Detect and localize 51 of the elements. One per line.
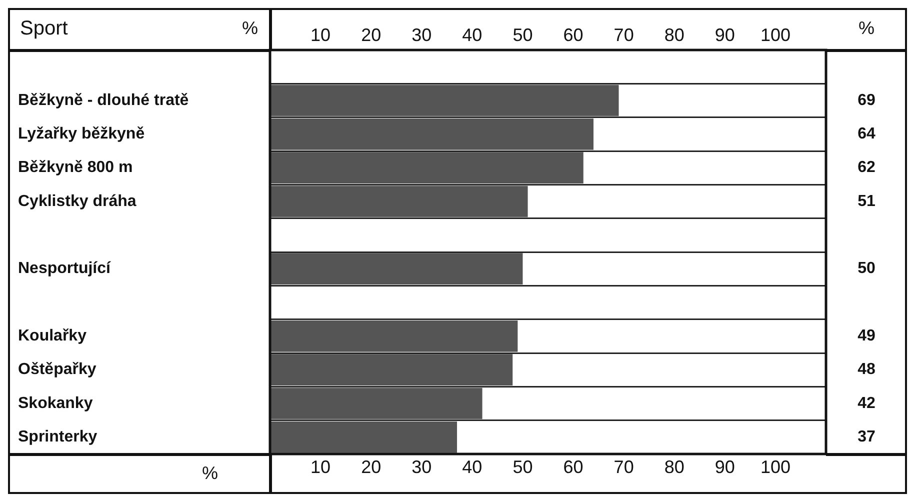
- y-tick-label: Běžkyně 800 m: [18, 159, 133, 176]
- x2-tick-label: 10: [310, 25, 331, 46]
- bar: [270, 354, 513, 386]
- x-tick-label: 60: [563, 456, 584, 477]
- bar: [270, 152, 584, 184]
- text: %: [858, 18, 875, 38]
- x2-tick-label: 40: [462, 25, 482, 46]
- y-tick-label: Koulařky: [18, 328, 87, 345]
- bar: [270, 388, 482, 420]
- x-tick-label: 90: [714, 456, 735, 477]
- bar: [270, 118, 594, 150]
- y-axis-title: Sport: [20, 18, 68, 40]
- x2-tick-label: 70: [614, 25, 634, 46]
- x-tick-label: 30: [412, 456, 432, 477]
- x-tick-label: 70: [614, 456, 634, 477]
- data-label: 37: [858, 428, 876, 446]
- x-tick-label: 10: [310, 456, 331, 477]
- data-label: 69: [858, 92, 876, 109]
- data-label: 64: [858, 126, 876, 143]
- y-tick-label: Nesportující: [18, 260, 112, 278]
- y-tick-label: Běžkyně - dlouhé tratě: [18, 92, 189, 109]
- data-label: 42: [858, 394, 876, 412]
- data-label: 48: [858, 361, 876, 378]
- y-tick-label: Sprinterky: [18, 428, 98, 446]
- bar: [270, 186, 528, 218]
- bar: [270, 422, 458, 453]
- x2-tick-label: 100: [760, 25, 790, 46]
- x2-axis-title: %: [242, 18, 258, 38]
- x2-tick-label: 80: [664, 25, 684, 46]
- x-tick-label: 50: [512, 456, 533, 477]
- bar: [270, 320, 518, 352]
- x2-tick-label: 90: [714, 25, 735, 46]
- data-label: 62: [858, 159, 876, 176]
- x-tick-label: 40: [462, 456, 482, 477]
- bar: [270, 253, 523, 284]
- x2-tick-label: 30: [412, 25, 432, 46]
- y-tick-label: Lyžařky běžkyně: [18, 126, 145, 143]
- y-tick-label: Skokanky: [18, 394, 93, 412]
- x2-tick-label: 20: [361, 25, 382, 46]
- data-label: 50: [858, 260, 876, 278]
- x-tick-label: 20: [361, 456, 382, 477]
- x-tick-label: 80: [664, 456, 684, 477]
- y-tick-label: Cyklistky dráha: [18, 192, 136, 210]
- y-tick-label: Oštěpařky: [18, 361, 96, 378]
- x-tick-label: 100: [760, 456, 790, 477]
- x2-tick-label: 50: [512, 25, 533, 46]
- x2-tick-label: 60: [563, 25, 584, 46]
- x-axis-title: %: [202, 462, 218, 483]
- bar: [270, 84, 619, 116]
- data-label: 49: [858, 328, 876, 345]
- data-label: 51: [858, 192, 876, 210]
